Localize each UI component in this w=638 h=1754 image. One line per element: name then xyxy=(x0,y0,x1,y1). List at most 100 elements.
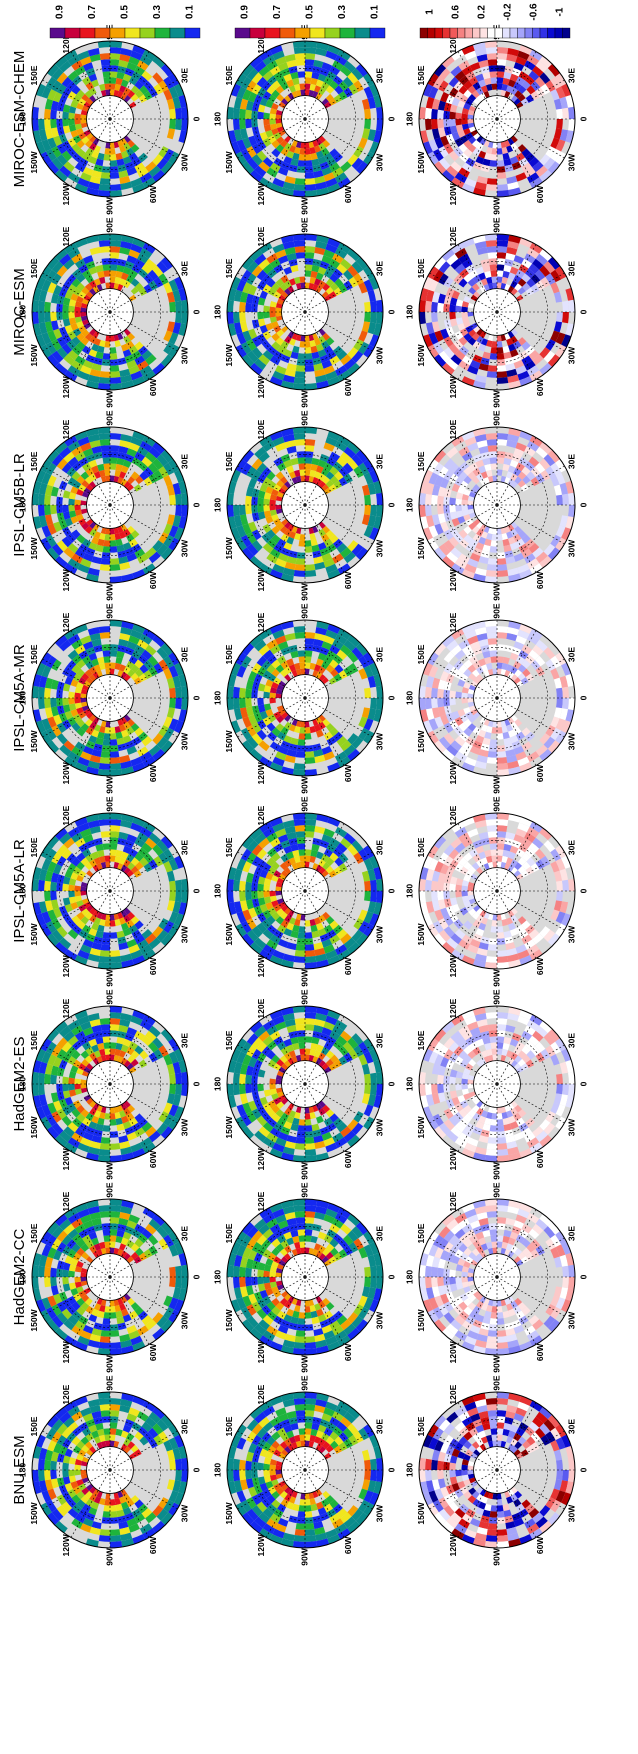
map-cell xyxy=(296,1410,305,1417)
map-cell xyxy=(305,1012,316,1019)
longitude-label: 0 xyxy=(191,1081,201,1086)
map-cell xyxy=(294,1205,305,1212)
map-cell xyxy=(38,687,45,698)
map-cell xyxy=(437,689,444,698)
map-cell xyxy=(295,1529,305,1536)
longitude-label: 150W xyxy=(416,1501,426,1524)
map-cell xyxy=(298,463,305,470)
longitude-label: 120W xyxy=(448,954,458,977)
map-cell xyxy=(68,505,75,512)
map-cell xyxy=(497,1306,503,1312)
map-cell xyxy=(233,687,240,698)
map-cell xyxy=(100,1143,110,1150)
map-cell xyxy=(110,1113,116,1119)
polar-map: 180150E120E90E30E030W60W90W120W150W xyxy=(17,410,201,601)
map-cell xyxy=(305,1398,316,1405)
map-cell xyxy=(68,1270,75,1277)
map-cell xyxy=(556,1460,563,1470)
map-cell xyxy=(497,1137,506,1144)
figure: BNU-ESM180150E120E90E30E030W60W90W120W15… xyxy=(0,0,638,1754)
map-cell xyxy=(296,558,305,565)
map-cell xyxy=(305,463,312,470)
map-cell xyxy=(299,662,305,668)
map-cell xyxy=(101,831,110,838)
map-cell xyxy=(295,439,305,446)
map-cell xyxy=(305,1410,314,1417)
map-cell xyxy=(68,498,75,505)
map-cell xyxy=(488,751,497,758)
map-cell xyxy=(169,1460,176,1470)
map-cell xyxy=(305,457,312,464)
map-cell xyxy=(497,855,503,861)
map-cell xyxy=(50,1470,57,1479)
map-cell xyxy=(487,1529,497,1536)
longitude-label: 90W xyxy=(104,775,114,793)
map-cell xyxy=(305,650,312,657)
longitude-label: 120E xyxy=(256,1384,266,1404)
map-cell xyxy=(269,1277,275,1283)
map-cell xyxy=(497,1529,507,1536)
longitude-label: 120E xyxy=(61,612,71,632)
map-cell xyxy=(490,849,497,856)
map-cell xyxy=(110,1012,121,1019)
map-cell xyxy=(245,689,252,698)
map-cell xyxy=(490,1235,497,1242)
map-cell xyxy=(488,944,497,951)
longitude-label: 0 xyxy=(578,1467,588,1472)
longitude-label: 90W xyxy=(299,582,309,600)
map-cell xyxy=(298,540,305,547)
map-cell xyxy=(257,505,264,512)
map-cell xyxy=(305,831,314,838)
map-cell xyxy=(486,1012,497,1019)
map-cell xyxy=(44,1470,51,1480)
map-cell xyxy=(101,751,110,758)
map-cell xyxy=(99,1398,110,1405)
map-cell xyxy=(486,626,497,633)
map-cell xyxy=(425,1277,432,1288)
longitude-label: 90E xyxy=(491,603,501,618)
map-cell xyxy=(74,1078,80,1084)
map-cell xyxy=(305,1511,312,1518)
map-cell xyxy=(110,763,121,770)
map-cell xyxy=(38,1266,45,1277)
map-cell xyxy=(239,688,246,698)
map-cell xyxy=(110,1235,117,1242)
map-cell xyxy=(245,496,252,505)
map-cell xyxy=(74,1470,80,1476)
longitude-label: 120W xyxy=(448,761,458,784)
longitude-label: 180 xyxy=(404,691,414,705)
map-cell xyxy=(104,1306,110,1312)
longitude-label: 150W xyxy=(29,536,39,559)
map-cell xyxy=(425,698,432,709)
map-cell xyxy=(294,1398,305,1405)
map-cell xyxy=(437,882,444,891)
longitude-label: 0 xyxy=(386,888,396,893)
map-cell xyxy=(110,1398,121,1405)
map-cell xyxy=(364,1267,371,1277)
map-cell xyxy=(488,1024,497,1031)
map-cell xyxy=(497,1428,504,1435)
map-cell xyxy=(305,757,315,764)
longitude-label: 0 xyxy=(578,1081,588,1086)
map-cell xyxy=(370,1277,377,1288)
map-cell xyxy=(562,698,569,709)
longitude-label: 150W xyxy=(224,1501,234,1524)
map-cell xyxy=(110,825,120,832)
map-cell xyxy=(425,687,432,698)
map-cell xyxy=(110,564,120,571)
map-cell xyxy=(305,1205,316,1212)
map-cell xyxy=(305,1217,314,1224)
map-cell xyxy=(487,1143,497,1150)
map-cell xyxy=(74,499,80,505)
map-cell xyxy=(110,733,117,740)
longitude-label: 90E xyxy=(299,796,309,811)
longitude-label: 60W xyxy=(343,1536,353,1554)
map-cell xyxy=(305,819,316,826)
map-cell xyxy=(305,570,316,577)
map-cell xyxy=(110,1410,119,1417)
longitude-label: 120E xyxy=(256,998,266,1018)
map-cell xyxy=(175,494,182,505)
map-cell xyxy=(437,1277,444,1286)
longitude-label: 90E xyxy=(104,410,114,425)
map-cell xyxy=(490,1505,497,1512)
